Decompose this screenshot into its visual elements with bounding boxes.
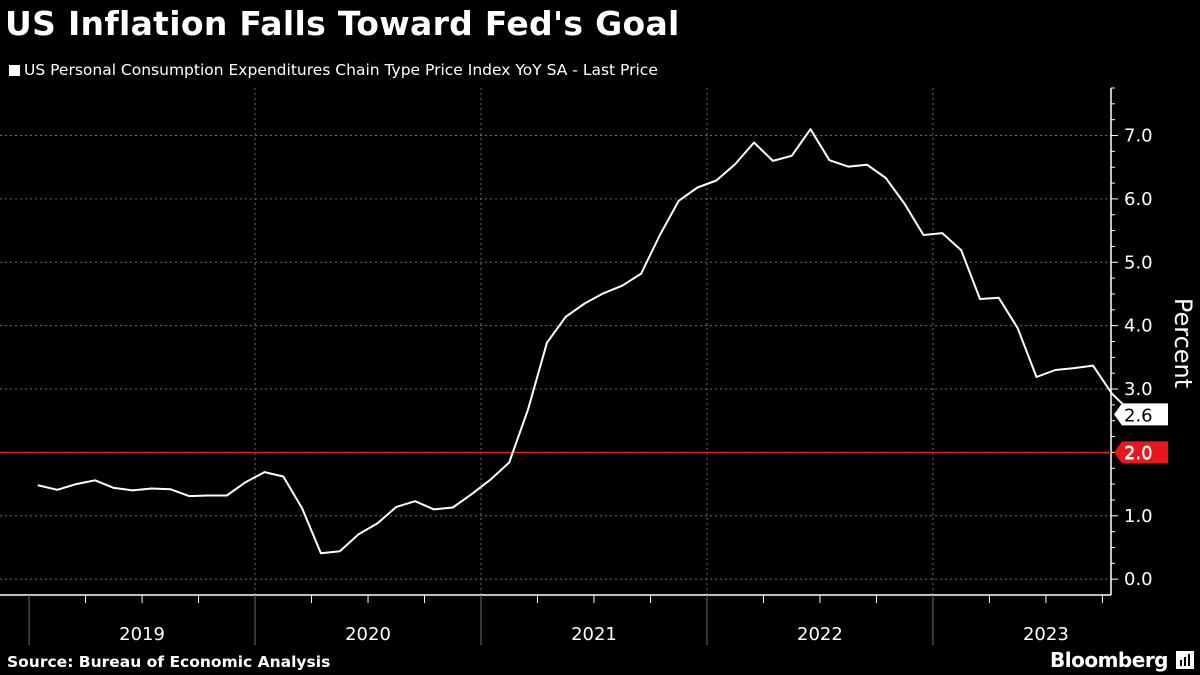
brand-mark-icon bbox=[1176, 651, 1194, 669]
source-note: Source: Bureau of Economic Analysis bbox=[7, 653, 331, 671]
y-axis-title: Percent bbox=[1169, 298, 1197, 388]
y-tick-label: 5.0 bbox=[1124, 252, 1153, 273]
last-value-badge bbox=[1114, 403, 1168, 426]
target-badge bbox=[1114, 441, 1168, 464]
brand-wordmark: Bloomberg bbox=[1050, 648, 1168, 672]
target-line-group: 2.0 bbox=[0, 441, 1168, 464]
y-tick-label: 0.0 bbox=[1124, 569, 1153, 590]
legend-label: US Personal Consumption Expenditures Cha… bbox=[24, 61, 658, 79]
series-group: 2.6 bbox=[37, 128, 1168, 555]
chart-title: US Inflation Falls Toward Fed's Goal bbox=[5, 4, 680, 43]
x-year-label: 2023 bbox=[1023, 624, 1069, 645]
axis-labels: Percent 0.0 1.0 2.0 3.0 4.0 5.0 6.0 7.0 2019 2020… bbox=[119, 126, 1197, 645]
legend: US Personal Consumption Expenditures Cha… bbox=[9, 61, 658, 79]
y-tick-label: 4.0 bbox=[1124, 316, 1153, 337]
y-tick-label: 1.0 bbox=[1124, 506, 1153, 527]
gridlines bbox=[0, 88, 1111, 595]
x-year-label: 2019 bbox=[119, 624, 165, 645]
target-badge-label: 2.0 bbox=[1124, 443, 1153, 464]
series-line bbox=[37, 128, 1132, 555]
axes bbox=[0, 87, 1118, 645]
y-tick-label: 3.0 bbox=[1124, 379, 1153, 400]
brand-logo: Bloomberg bbox=[1050, 648, 1194, 672]
x-year-label: 2022 bbox=[797, 624, 843, 645]
y-tick-label: 6.0 bbox=[1124, 189, 1153, 210]
x-year-label: 2021 bbox=[571, 624, 617, 645]
y-tick-label: 7.0 bbox=[1124, 126, 1153, 147]
x-year-label: 2020 bbox=[345, 624, 391, 645]
last-value-label: 2.6 bbox=[1124, 405, 1153, 426]
legend-swatch bbox=[9, 64, 20, 76]
y-tick-label: 2.0 bbox=[1124, 442, 1153, 463]
